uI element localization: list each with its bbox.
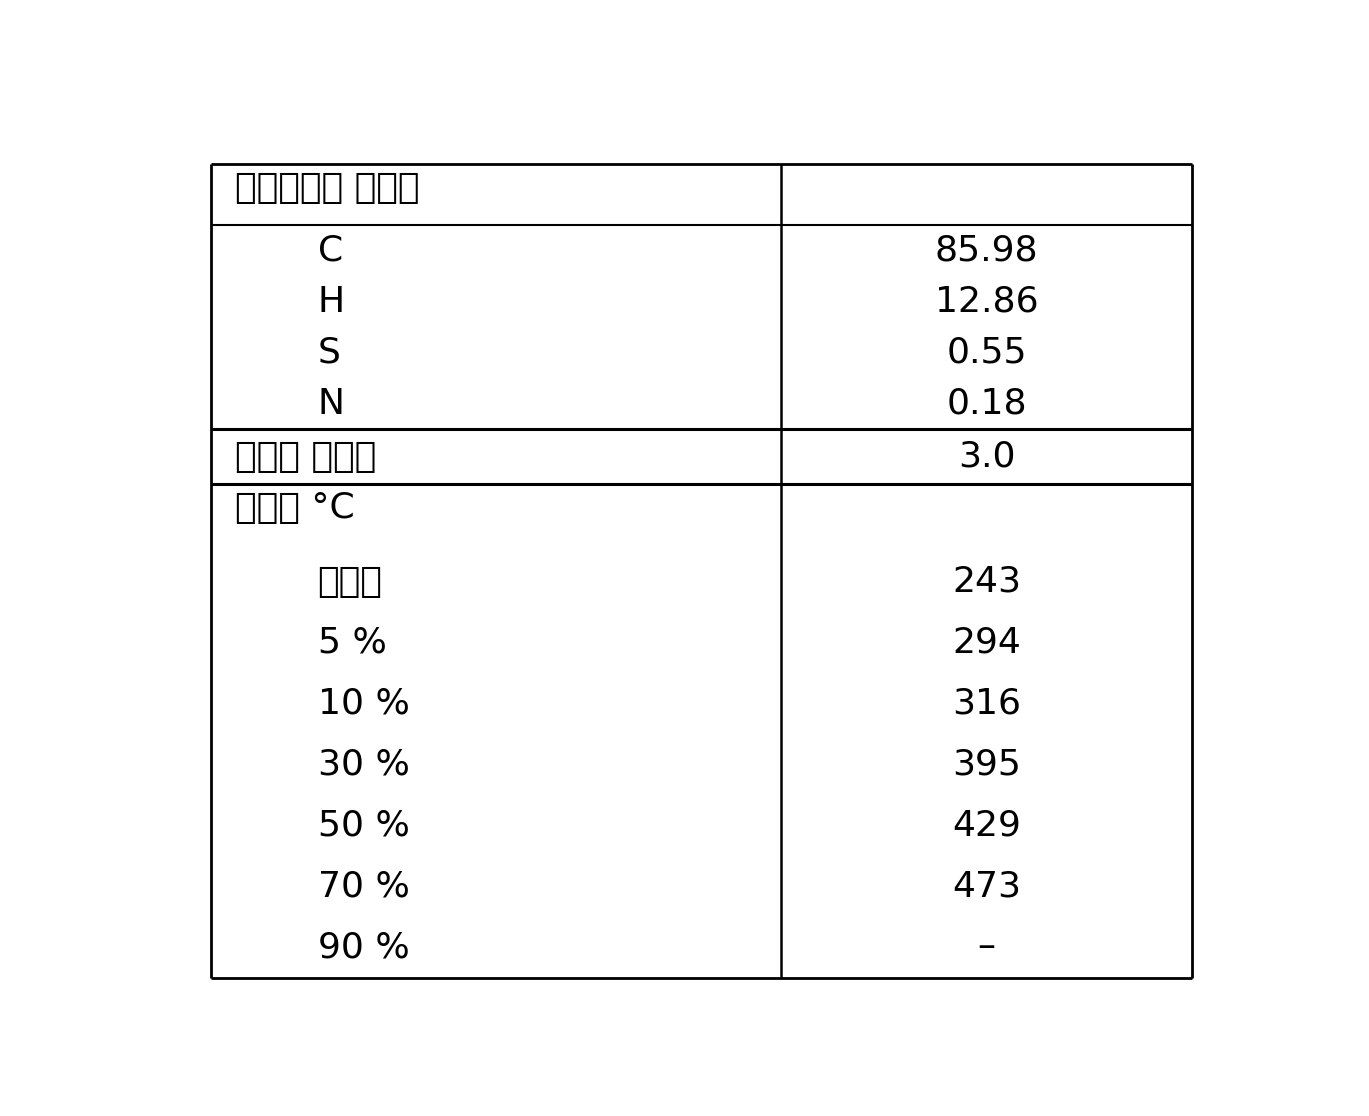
Text: 70 %: 70 %: [318, 869, 409, 903]
Text: 5 %: 5 %: [318, 626, 386, 660]
Text: 残炭， 重量％: 残炭， 重量％: [235, 440, 376, 474]
Text: 10 %: 10 %: [318, 686, 409, 721]
Text: 429: 429: [951, 808, 1021, 843]
Text: 0.18: 0.18: [946, 387, 1027, 421]
Text: 3.0: 3.0: [958, 440, 1016, 474]
Text: 12.86: 12.86: [935, 285, 1038, 318]
Text: S: S: [318, 336, 341, 369]
Text: 0.55: 0.55: [946, 336, 1027, 369]
Text: 元素组成， 重量％: 元素组成， 重量％: [235, 171, 419, 205]
Text: –: –: [977, 931, 995, 964]
Text: 馏程， °C: 馏程， °C: [235, 491, 355, 526]
Text: 85.98: 85.98: [935, 233, 1038, 268]
Text: 50 %: 50 %: [318, 808, 409, 843]
Text: 90 %: 90 %: [318, 931, 409, 964]
Text: 395: 395: [951, 748, 1021, 781]
Text: N: N: [318, 387, 345, 421]
Text: C: C: [318, 233, 342, 268]
Text: 473: 473: [951, 869, 1021, 903]
Text: 初馏点: 初馏点: [318, 565, 382, 598]
Text: 316: 316: [951, 686, 1021, 721]
Text: 294: 294: [951, 626, 1021, 660]
Text: 30 %: 30 %: [318, 748, 409, 781]
Text: 243: 243: [951, 565, 1021, 598]
Text: H: H: [318, 285, 345, 318]
